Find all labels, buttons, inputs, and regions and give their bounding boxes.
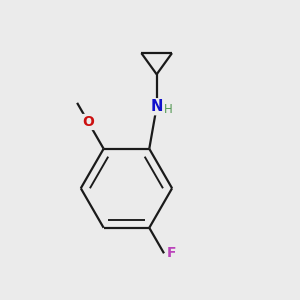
Text: H: H [164,103,172,116]
Text: O: O [82,115,94,129]
Text: F: F [166,246,176,260]
Text: N: N [151,99,163,114]
